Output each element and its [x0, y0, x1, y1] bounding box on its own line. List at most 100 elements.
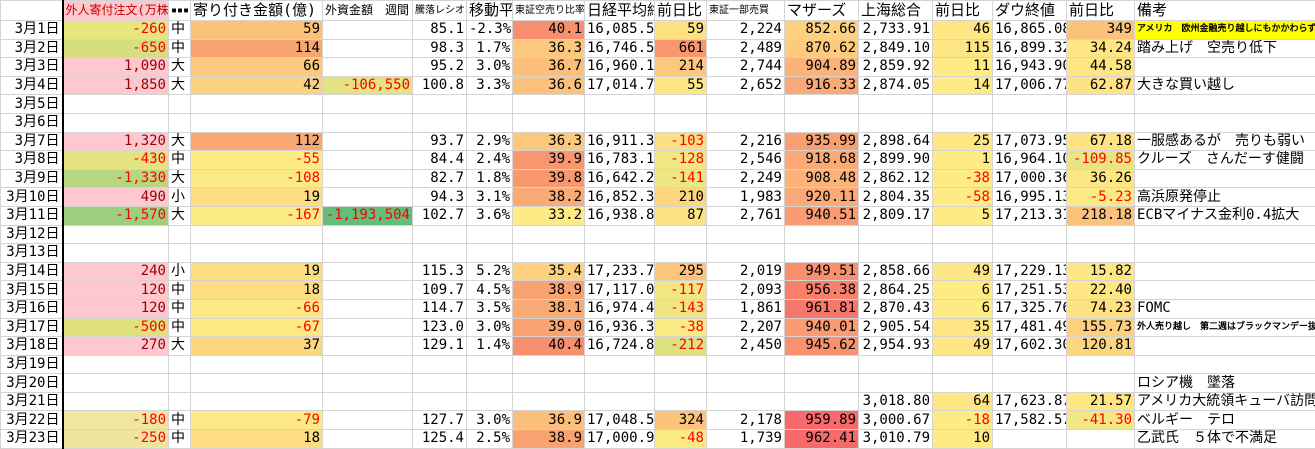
cell-notes[interactable]: 高浜原発停止 [1135, 188, 1315, 207]
cell-moving-average[interactable] [467, 355, 513, 374]
cell-mothers[interactable]: 962.41 [785, 430, 859, 449]
cell-date[interactable]: 3月12日 [1, 225, 63, 244]
cell-foreign-orders[interactable] [63, 225, 169, 244]
cell-foreign-orders[interactable]: -430 [63, 151, 169, 170]
cell-opening-amount[interactable] [191, 225, 323, 244]
cell-foreign-orders[interactable]: -250 [63, 430, 169, 449]
cell-foreign-orders[interactable]: 240 [63, 262, 169, 281]
cell-date[interactable]: 3月14日 [1, 262, 63, 281]
cell-nikkei-change[interactable] [655, 392, 707, 411]
cell-nikkei-close[interactable]: 17,233.75 [585, 262, 655, 281]
cell-advance-decline-ratio[interactable] [413, 113, 467, 132]
cell-nikkei-change[interactable]: -128 [655, 151, 707, 170]
cell-opening-amount[interactable] [191, 374, 323, 393]
cell-opening-amount[interactable]: 19 [191, 188, 323, 207]
cell-dow-close[interactable]: 17,000.36 [993, 169, 1067, 188]
cell-dow-close[interactable]: 16,995.13 [993, 188, 1067, 207]
cell-foreign-funds-weekly[interactable] [323, 374, 413, 393]
cell-notes[interactable]: 乙武氏 ５体で不満足 [1135, 430, 1315, 449]
cell-date[interactable]: 3月1日 [1, 21, 63, 40]
cell-nikkei-change[interactable]: -103 [655, 132, 707, 151]
cell-nikkei-change[interactable]: 87 [655, 206, 707, 225]
cell-nikkei-close[interactable]: 16,852.35 [585, 188, 655, 207]
cell-dow-close[interactable] [993, 244, 1067, 263]
cell-foreign-orders[interactable]: -650 [63, 39, 169, 58]
cell-size[interactable]: 小 [169, 188, 191, 207]
cell-advance-decline-ratio[interactable]: 98.3 [413, 39, 467, 58]
cell-nikkei-change[interactable] [655, 244, 707, 263]
cell-notes[interactable]: FOMC [1135, 299, 1315, 318]
cell-foreign-funds-weekly[interactable] [323, 132, 413, 151]
cell-size[interactable]: 中 [169, 318, 191, 337]
cell-dow-close[interactable] [993, 430, 1067, 449]
cell-advance-decline-ratio[interactable] [413, 355, 467, 374]
cell-size[interactable]: 中 [169, 299, 191, 318]
cell-nikkei-change[interactable] [655, 374, 707, 393]
cell-dow-close[interactable]: 16,865.08 [993, 21, 1067, 40]
cell-opening-amount[interactable] [191, 95, 323, 114]
cell-nikkei-change[interactable]: -141 [655, 169, 707, 188]
cell-date[interactable]: 3月15日 [1, 281, 63, 300]
cell-advance-decline-ratio[interactable]: 94.3 [413, 188, 467, 207]
cell-foreign-orders[interactable]: -1,570 [63, 206, 169, 225]
cell-nikkei-close[interactable]: 17,048.55 [585, 411, 655, 430]
cell-mothers[interactable] [785, 225, 859, 244]
header-size[interactable]: ▪▪▪ [169, 1, 191, 21]
header-date[interactable] [1, 1, 63, 21]
cell-moving-average[interactable] [467, 113, 513, 132]
cell-size[interactable]: 大 [169, 337, 191, 356]
cell-opening-amount[interactable]: 18 [191, 430, 323, 449]
cell-shanghai-change[interactable]: 115 [933, 39, 993, 58]
cell-opening-amount[interactable]: -108 [191, 169, 323, 188]
header-foreign-funds-weekly[interactable]: 外資金額 週間 [323, 1, 413, 21]
header-dow-close[interactable]: ダウ終値 [993, 1, 1067, 21]
cell-size[interactable]: 中 [169, 411, 191, 430]
cell-shanghai[interactable]: 2,874.05 [859, 76, 933, 95]
cell-advance-decline-ratio[interactable]: 115.3 [413, 262, 467, 281]
cell-moving-average[interactable]: 2.4% [467, 151, 513, 170]
cell-foreign-funds-weekly[interactable] [323, 169, 413, 188]
cell-foreign-funds-weekly[interactable] [323, 262, 413, 281]
cell-dow-close[interactable]: 17,325.76 [993, 299, 1067, 318]
cell-size[interactable]: 中 [169, 151, 191, 170]
cell-date[interactable]: 3月17日 [1, 318, 63, 337]
cell-short-sell-ratio[interactable]: 36.3 [513, 132, 585, 151]
cell-tse-volume[interactable]: 2,744 [707, 58, 785, 77]
cell-dow-close[interactable]: 16,964.10 [993, 151, 1067, 170]
cell-short-sell-ratio[interactable] [513, 355, 585, 374]
cell-shanghai-change[interactable]: 14 [933, 76, 993, 95]
cell-opening-amount[interactable]: 19 [191, 262, 323, 281]
cell-notes[interactable]: クルーズ さんだーす健闘 [1135, 151, 1315, 170]
cell-foreign-orders[interactable]: 270 [63, 337, 169, 356]
header-nikkei-change[interactable]: 前日比 [655, 1, 707, 21]
cell-advance-decline-ratio[interactable]: 129.1 [413, 337, 467, 356]
cell-size[interactable]: 小 [169, 262, 191, 281]
cell-shanghai[interactable] [859, 225, 933, 244]
cell-advance-decline-ratio[interactable]: 125.4 [413, 430, 467, 449]
cell-size[interactable] [169, 392, 191, 411]
cell-date[interactable]: 3月3日 [1, 58, 63, 77]
cell-mothers[interactable] [785, 355, 859, 374]
cell-dow-change[interactable]: 74.23 [1067, 299, 1135, 318]
cell-dow-close[interactable]: 17,213.31 [993, 206, 1067, 225]
cell-notes[interactable] [1135, 355, 1315, 374]
cell-mothers[interactable] [785, 374, 859, 393]
cell-dow-close[interactable] [993, 225, 1067, 244]
cell-dow-close[interactable]: 17,229.13 [993, 262, 1067, 281]
cell-date[interactable]: 3月7日 [1, 132, 63, 151]
cell-moving-average[interactable]: 1.7% [467, 39, 513, 58]
cell-shanghai[interactable]: 2,905.54 [859, 318, 933, 337]
cell-notes[interactable] [1135, 244, 1315, 263]
cell-nikkei-close[interactable]: 16,974.45 [585, 299, 655, 318]
cell-shanghai-change[interactable]: 5 [933, 206, 993, 225]
cell-shanghai-change[interactable] [933, 113, 993, 132]
cell-dow-close[interactable]: 17,623.87 [993, 392, 1067, 411]
cell-nikkei-close[interactable]: 16,783.15 [585, 151, 655, 170]
cell-shanghai[interactable]: 2,804.35 [859, 188, 933, 207]
cell-shanghai-change[interactable]: -38 [933, 169, 993, 188]
cell-nikkei-close[interactable]: 16,642.20 [585, 169, 655, 188]
cell-moving-average[interactable] [467, 95, 513, 114]
cell-notes[interactable]: アメリカ大統領キューバ訪問 [1135, 392, 1315, 411]
cell-nikkei-close[interactable]: 16,960.16 [585, 58, 655, 77]
cell-mothers[interactable]: 908.48 [785, 169, 859, 188]
